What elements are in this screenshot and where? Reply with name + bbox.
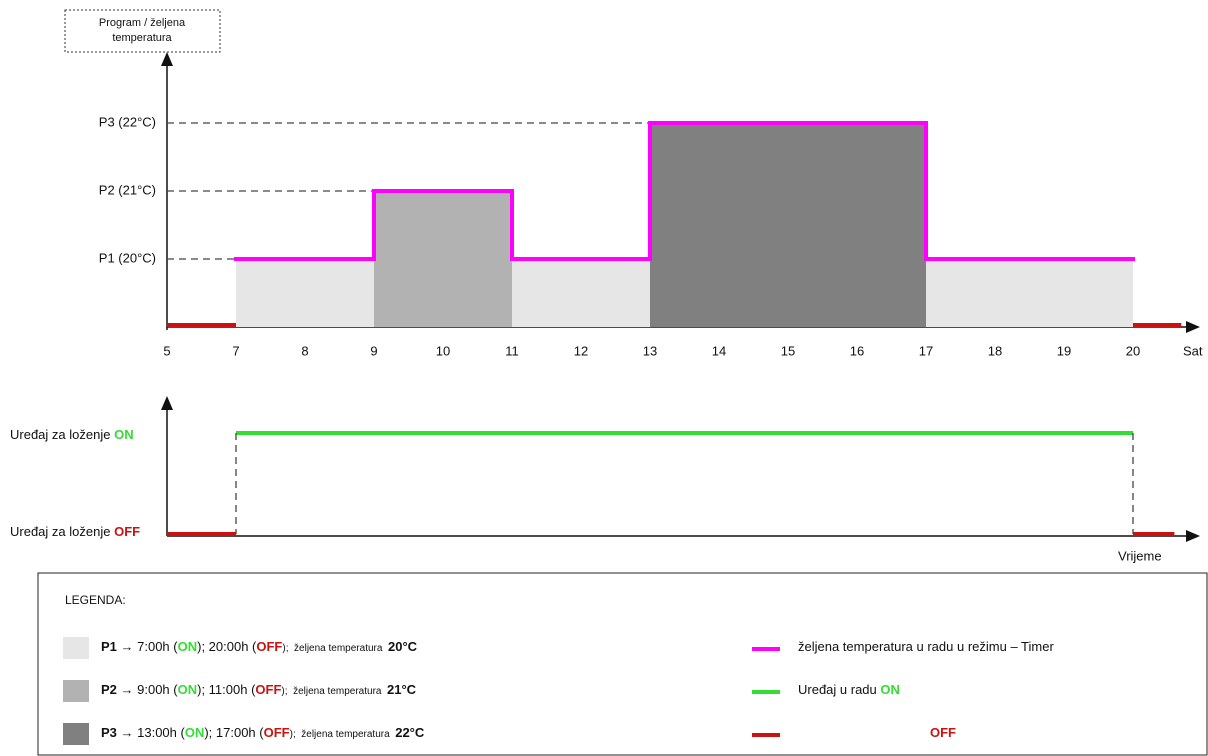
legend-text-part: željena temperatura u radu u režimu – Ti… — [798, 639, 1054, 654]
off-label: Uređaj za loženje OFF — [10, 524, 140, 539]
legend-text-part: ); 17:00h ( — [204, 725, 264, 740]
legend-text-part: → 13:00h ( — [117, 725, 186, 740]
x-tick-label: 15 — [781, 343, 795, 358]
axis-title: temperatura — [112, 32, 172, 44]
legend-text-part: ); 20:00h ( — [197, 639, 257, 654]
x-tick-label: 12 — [574, 343, 588, 358]
x-axis-label: Vrijeme — [1118, 548, 1162, 563]
legend-text: P2 → 9:00h (ON); 11:00h (OFF); željena t… — [101, 682, 417, 697]
label: Uređaj za loženje — [10, 427, 110, 442]
x-axis-label: Sat — [1183, 343, 1203, 358]
legend-text-part: ON — [880, 682, 900, 697]
x-tick-label: 9 — [370, 343, 377, 358]
legend-box — [37, 572, 1208, 756]
legend-text-part: ); željena temperatura — [282, 643, 388, 654]
legend-text: P1 → 7:00h (ON); 20:00h (OFF); željena t… — [101, 639, 418, 654]
program-bar — [374, 191, 512, 327]
legend-text-part: OFF — [256, 639, 282, 654]
x-tick-label: 14 — [712, 343, 726, 358]
axes — [166, 408, 1190, 537]
legend-swatch — [63, 680, 89, 702]
legend-text-part: ); željena temperatura — [281, 686, 387, 697]
legend-text-part: → 7:00h ( — [117, 639, 178, 654]
legend-title: LEGENDA: — [65, 593, 126, 607]
legend-text-part: → 9:00h ( — [117, 682, 178, 697]
legend-text-part: ON — [178, 682, 198, 697]
legend-text-part: Uređaj u radu — [798, 682, 880, 697]
x-tick-label: 18 — [988, 343, 1002, 358]
legend-swatch — [63, 723, 89, 745]
legend-text-part: 22°C — [395, 725, 425, 740]
legend-text-part: 20°C — [388, 639, 418, 654]
arrows — [161, 396, 1200, 542]
x-tick-label: 5 — [163, 343, 170, 358]
legend-text-part: OFF — [930, 725, 956, 740]
x-tick-label: 10 — [436, 343, 450, 358]
x-tick-label: 7 — [232, 343, 239, 358]
state: OFF — [114, 524, 140, 539]
legend-text-part: ON — [178, 639, 198, 654]
axis-title-box — [64, 9, 221, 53]
legend-text-part: OFF — [264, 725, 290, 740]
legend-text: Uređaj u radu ON — [798, 682, 900, 697]
program-bar — [650, 123, 926, 327]
x-tick-label: 11 — [505, 343, 519, 358]
legend-text: željena temperatura u radu u režimu – Ti… — [798, 639, 1054, 654]
y-tick-label: P2 (21°C) — [99, 182, 156, 197]
x-tick-label: 20 — [1126, 343, 1140, 358]
y-tick-label: P3 (22°C) — [99, 114, 156, 129]
x-tick-label: 19 — [1057, 343, 1071, 358]
legend-text-part: OFF — [255, 682, 281, 697]
legend-text-part: P1 — [101, 639, 117, 654]
state: ON — [114, 427, 134, 442]
legend-swatch — [63, 637, 89, 659]
program-bar — [926, 259, 1133, 327]
legend-text-part: ); željena temperatura — [290, 729, 396, 740]
legend-text-part: P2 — [101, 682, 117, 697]
axis-title: Program / željena — [99, 17, 186, 29]
y-tick-label: P1 (20°C) — [99, 250, 156, 265]
legend-text-part: ); 11:00h ( — [197, 682, 256, 697]
label: Uređaj za loženje — [10, 524, 110, 539]
on-label: Uređaj za loženje ON — [10, 427, 134, 442]
legend-text: P3 → 13:00h (ON); 17:00h (OFF); željena … — [101, 725, 425, 740]
legend-text-part: P3 — [101, 725, 117, 740]
x-tick-label: 17 — [919, 343, 933, 358]
x-tick-label: 13 — [643, 343, 657, 358]
legend-text: OFF — [930, 725, 956, 740]
x-tick-label: 16 — [850, 343, 864, 358]
legend-text-part: 21°C — [387, 682, 417, 697]
program-bar — [512, 259, 650, 327]
program-bar — [236, 259, 374, 327]
legend-text-part: ON — [185, 725, 205, 740]
x-tick-label: 8 — [301, 343, 308, 358]
